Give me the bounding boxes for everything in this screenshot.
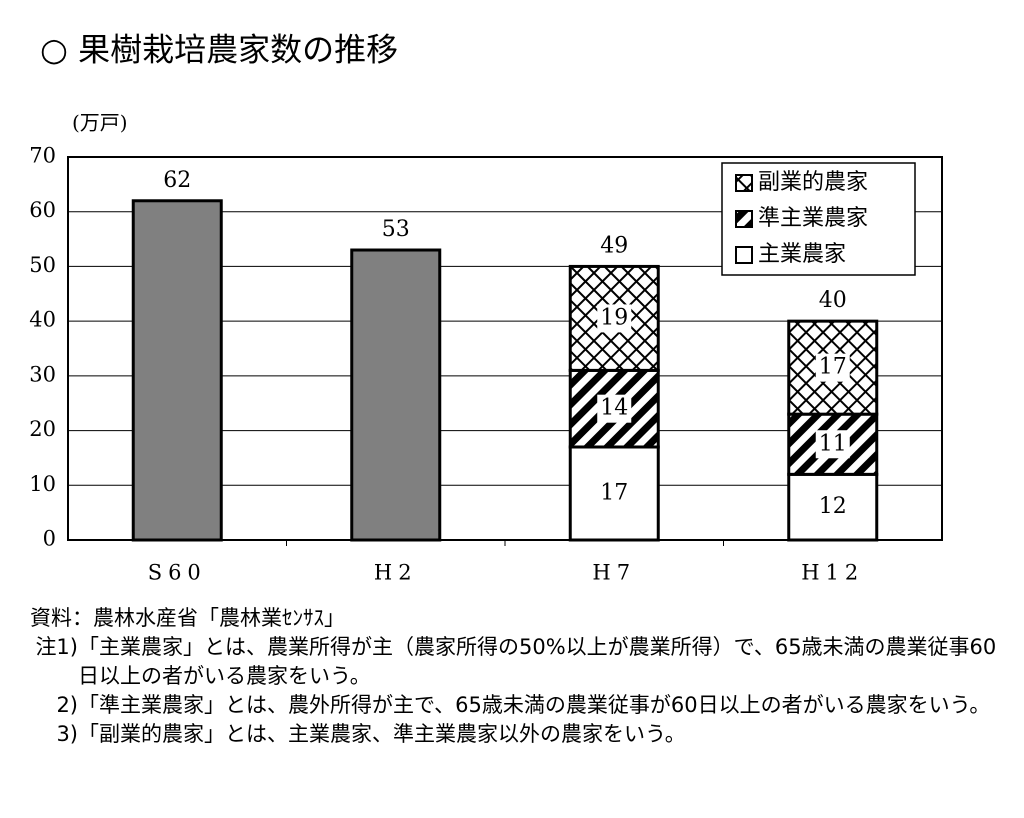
segment-label: 14 (600, 396, 628, 421)
label-bg (815, 353, 850, 382)
bar (131, 199, 223, 542)
y-tick-label: 10 (29, 472, 56, 496)
source: 資料：農林水産省「農林業ｾﾝｻｽ」 (30, 606, 345, 630)
y-tick-label: 40 (29, 308, 56, 332)
legend-label: 準主業農家 (758, 206, 868, 231)
note-text: 「主業農家」とは、農業所得が主（農家所得の50%以上が農業所得）で、65歳未満の… (78, 635, 997, 688)
y-axis-label: (万戸) (72, 111, 128, 135)
note: 3) 「副業的農家」とは、主業農家、準主業農家以外の農家をいう。 (30, 720, 1010, 749)
y-tick-label: 20 (29, 417, 56, 441)
segment-label: 17 (600, 480, 628, 505)
x-tick-label: H7 (592, 561, 636, 585)
legend-swatch (735, 210, 753, 228)
y-tick-label: 30 (29, 362, 56, 386)
note-label: 3) (56, 722, 78, 746)
legend-swatch (735, 246, 753, 264)
total-label: 53 (382, 217, 410, 242)
x-tick-label: S60 (148, 561, 207, 585)
y-tick-label: 70 (29, 144, 56, 168)
note-label: 2) (56, 693, 78, 717)
segment-label: 11 (819, 431, 847, 456)
legend-box (721, 162, 916, 276)
total-label: 40 (819, 288, 847, 313)
label-bg (815, 430, 850, 459)
y-tick-label: 0 (43, 527, 56, 551)
plot-frame (67, 156, 943, 541)
total-label: 62 (163, 168, 191, 193)
legend-label: 主業農家 (758, 242, 846, 267)
notes: 資料：農林水産省「農林業ｾﾝｻｽ」 注1) 「主業農家」とは、農業所得が主（農家所… (30, 604, 1010, 749)
y-tick-label: 60 (29, 198, 56, 222)
segment-label: 17 (819, 355, 847, 380)
label-bg (597, 394, 632, 423)
note: 注1) 「主業農家」とは、農業所得が主（農家所得の50%以上が農業所得）で、65歳… (30, 633, 1010, 691)
chart-title: ○ 果樹栽培農家数の推移 (40, 31, 398, 69)
segment-label: 19 (600, 305, 628, 330)
legend-swatch (735, 174, 753, 192)
bar-segment (568, 445, 660, 542)
label-bg (597, 304, 632, 333)
x-tick-label: H2 (374, 561, 418, 585)
note-text: 「副業的農家」とは、主業農家、準主業農家以外の農家をいう。 (78, 722, 686, 746)
note-label: 注1) (35, 635, 78, 659)
segment-label: 12 (819, 494, 847, 519)
y-tick-label: 50 (29, 253, 56, 277)
legend-label: 副業的農家 (758, 170, 868, 195)
x-tick-label: H12 (801, 561, 864, 585)
bar (350, 248, 442, 542)
note-text: 「準主業農家」とは、農外所得が主で、65歳未満の農業従事が60日以上の者がいる農… (78, 693, 991, 717)
note: 2) 「準主業農家」とは、農外所得が主で、65歳未満の農業従事が60日以上の者がい… (30, 691, 1010, 720)
chart: ○ 果樹栽培農家数の推移 (万戸) 0 10 20 30 40 50 60 70 S60 62 H2… (29, 31, 943, 585)
bar-segment (787, 472, 879, 542)
total-label: 49 (600, 233, 628, 258)
